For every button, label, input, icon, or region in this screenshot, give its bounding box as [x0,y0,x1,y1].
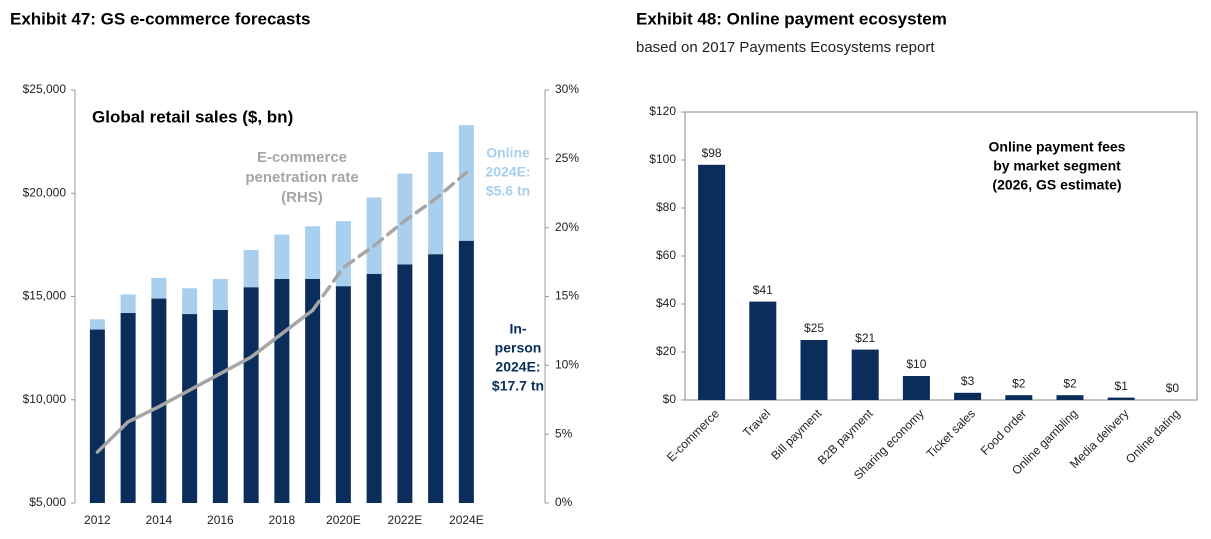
value-label: $21 [855,331,875,345]
y-tick-label: $25,000 [23,82,67,96]
value-label: $41 [753,283,773,297]
y2-tick-label: 15% [555,289,579,303]
x-tick-label: Online dating [1123,406,1183,466]
y2-tick-label: 0% [555,495,573,509]
bar-segment [428,254,444,503]
annotation: Online [486,145,530,161]
bar-segment [305,226,321,279]
x-tick-label: 2014 [146,513,173,527]
bar-segment [151,298,167,503]
annotation: $17.7 tn [492,378,544,394]
bar [851,349,879,400]
annotation: 2024E: [495,359,540,375]
value-label: $10 [906,357,926,371]
x-tick-label: 2024E [449,513,484,527]
value-label: $0 [1166,381,1180,395]
bar-segment [274,278,290,503]
x-tick-label: 2020E [326,513,361,527]
line [310,170,469,313]
y-tick-label: $20 [656,344,676,358]
bar [902,376,930,400]
annotation: Global retail sales ($, bn) [92,107,293,126]
annotation: 2024E: [485,164,530,180]
value-label: $2 [1063,376,1077,390]
y2-tick-label: 20% [555,220,579,234]
bar-segment [305,278,321,503]
bar-segment [397,264,413,503]
x-tick-label: 2012 [84,513,111,527]
bar [1056,395,1084,400]
x-tick-label: Travel [740,406,773,439]
bar [1005,395,1033,400]
bar-segment [120,294,136,314]
bar-segment [274,234,290,279]
y-tick-label: $20,000 [23,185,67,199]
annotation: by market segment [993,158,1121,174]
y2-tick-label: 25% [555,151,579,165]
annotation: Online payment fees [989,139,1126,155]
bar [698,164,726,400]
bar [1107,397,1135,400]
y-tick-label: $10,000 [23,392,67,406]
bar-segment [89,319,105,330]
bar-segment [428,151,444,255]
y-tick-label: $120 [649,104,676,118]
y2-tick-label: 10% [555,358,579,372]
bar-segment [182,288,198,315]
y2-tick-label: 5% [555,426,573,440]
x-tick-label: 2018 [269,513,296,527]
bar-segment [335,286,351,503]
bar-segment [458,125,474,241]
bar-segment [212,309,228,503]
y-tick-label: $5,000 [29,495,66,509]
annotation: $5.6 tn [486,183,530,199]
chart-subtitle: based on 2017 Payments Ecosystems report [636,39,935,56]
annotation: (2026, GS estimate) [992,177,1121,193]
bar-segment [366,273,382,503]
bar [954,392,982,400]
y-tick-label: $60 [656,248,676,262]
bar-segment [120,313,136,503]
y-tick-label: $15,000 [23,289,67,303]
y-tick-label: $0 [663,392,677,406]
value-label: $25 [804,321,824,335]
y-tick-label: $80 [656,200,676,214]
annotation: person [495,340,542,356]
bar-segment [212,278,228,310]
y2-tick-label: 30% [555,82,579,96]
x-tick-label: Food order [978,406,1029,457]
value-label: $2 [1012,376,1026,390]
x-tick-label: 2016 [207,513,234,527]
chart-title: Exhibit 47: GS e-commerce forecasts [10,9,310,28]
bar-segment [182,314,198,503]
y-tick-label: $100 [649,152,676,166]
annotation: penetration rate [245,169,358,186]
bar-segment [243,250,259,288]
bar-segment [458,240,474,503]
value-label: $3 [961,374,975,388]
bar [800,340,828,400]
bar-segment [335,221,351,287]
bar-segment [366,197,382,274]
chart-title: Exhibit 48: Online payment ecosystem [636,9,947,28]
x-tick-label: E-commerce [664,406,722,464]
bar-segment [151,277,167,299]
y-tick-label: $40 [656,296,676,310]
x-tick-label: Ticket sales [924,406,978,460]
value-label: $98 [702,146,722,160]
annotation: (RHS) [281,189,323,206]
bar-segment [89,329,105,503]
x-tick-label: Bill payment [768,406,825,463]
bar-segment [243,287,259,503]
value-label: $1 [1115,379,1129,393]
annotation: E-commerce [257,149,347,166]
bar [749,301,777,400]
x-tick-label: 2022E [388,513,423,527]
annotation: In- [509,321,526,337]
line [95,308,315,454]
